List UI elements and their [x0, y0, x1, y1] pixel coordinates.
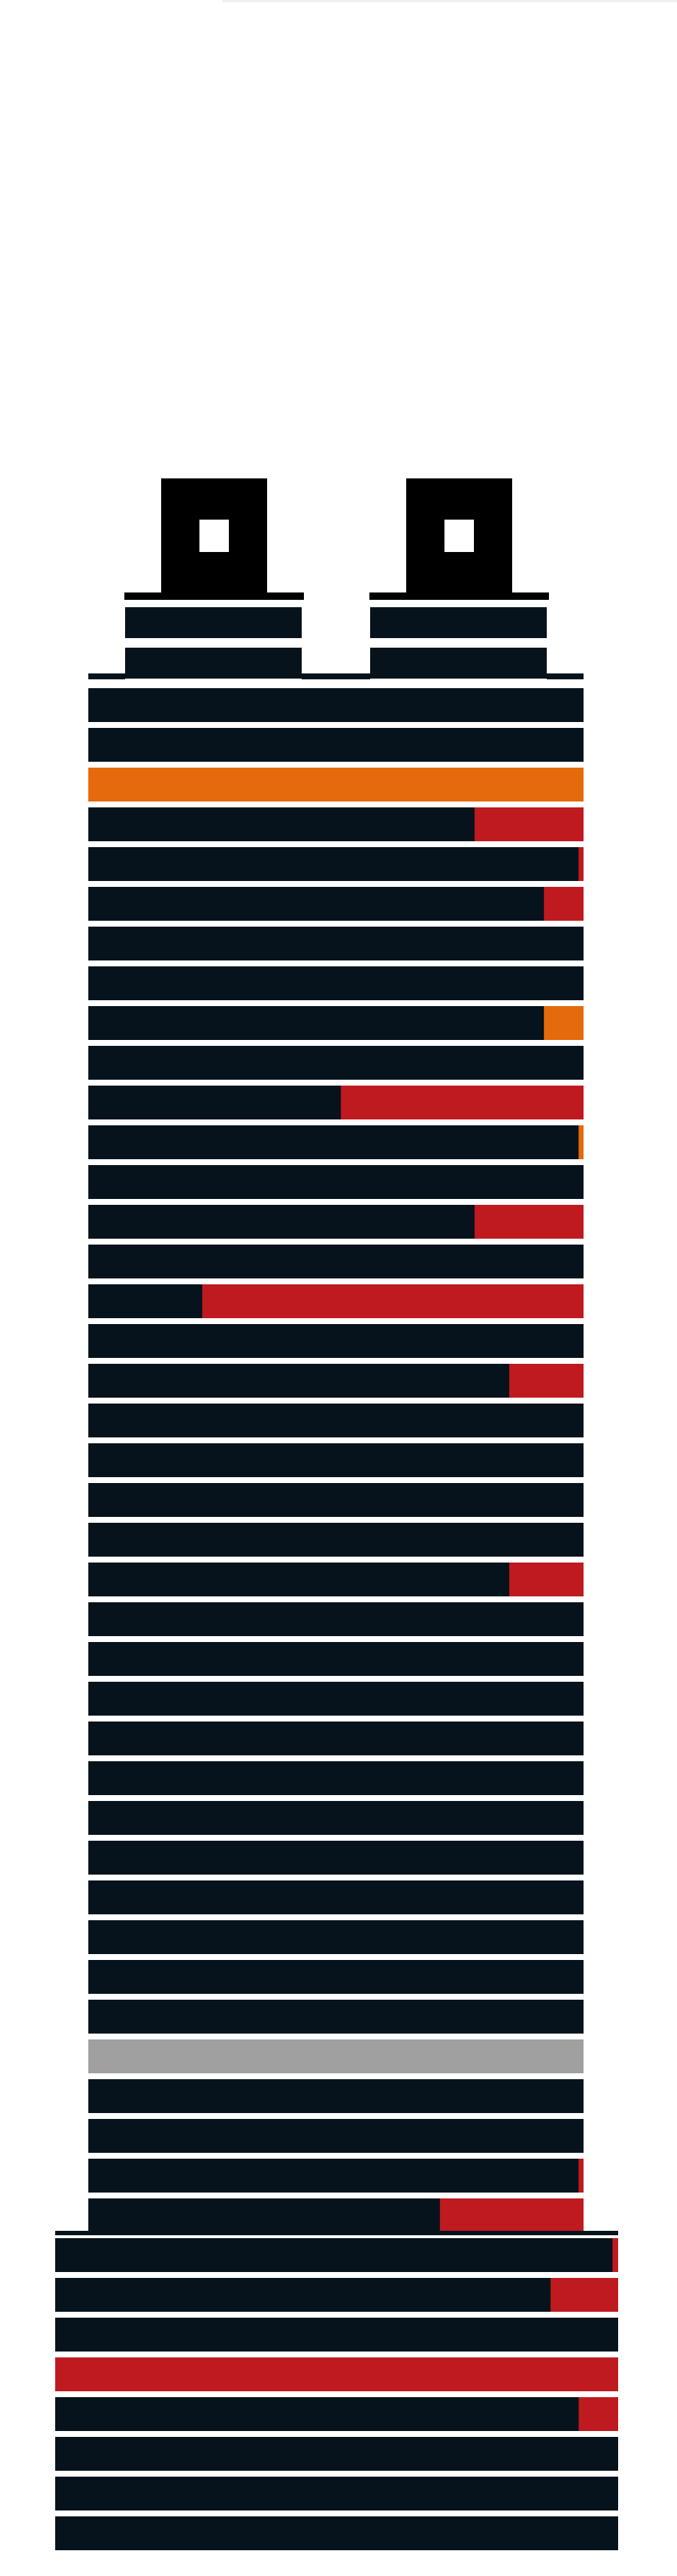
floor-band: [88, 1125, 584, 1159]
floor-damage-segment: [550, 2278, 618, 2312]
square-window-spire-icon: [124, 478, 304, 600]
floor-damage-segment: [578, 2397, 618, 2431]
floor-damage-segment: [341, 1086, 584, 1119]
floor-band: [88, 847, 584, 881]
floor-band: [55, 2357, 618, 2391]
spires-group: [124, 478, 549, 600]
floor-band: [55, 2278, 618, 2312]
floor-band: [88, 1523, 584, 1557]
floor-band: [55, 2516, 618, 2550]
spire-ledge: [369, 592, 549, 600]
floor-band: [88, 1602, 584, 1636]
floor-band: [88, 1880, 584, 1914]
floor-band: [88, 966, 584, 1000]
floor-damage-segment: [578, 847, 584, 881]
roof-tier-block: [370, 648, 547, 679]
floor-band: [88, 2119, 584, 2153]
floor-band: [88, 728, 584, 762]
roof-group: [88, 607, 584, 679]
floor-band: [88, 1483, 584, 1517]
floor-damage-segment: [509, 1364, 584, 1398]
spire-window: [199, 520, 229, 552]
floor-band: [88, 1364, 584, 1398]
roof-tier-block: [125, 607, 302, 638]
floor-band: [55, 2477, 618, 2510]
floor-band: [88, 927, 584, 960]
floor-band: [55, 2437, 618, 2471]
floor-band: [88, 1324, 584, 1358]
roof-tier-block: [370, 607, 547, 638]
floor-band: [88, 768, 584, 802]
floor-damage-segment: [474, 807, 584, 841]
floor-band: [88, 1046, 584, 1080]
base-ledge: [55, 2231, 618, 2235]
floor-band: [55, 2318, 618, 2352]
floor-band: [88, 1165, 584, 1199]
floor-band: [88, 1642, 584, 1676]
floor-band: [88, 1920, 584, 1954]
floor-band: [88, 1682, 584, 1716]
floor-damage-segment: [612, 2238, 618, 2272]
floor-band: [88, 2079, 584, 2113]
floor-damage-segment: [544, 887, 584, 921]
floor-band: [88, 688, 584, 722]
floor-damage-segment: [544, 1006, 584, 1040]
square-window-spire-icon: [369, 478, 549, 600]
floor-band: [88, 1722, 584, 1755]
spire-window: [444, 520, 474, 552]
roof-ledge-left: [88, 673, 125, 679]
floor-damage-segment: [439, 2198, 584, 2232]
floor-band: [88, 2039, 584, 2073]
floor-band: [88, 1404, 584, 1437]
roof-ledge-center: [302, 673, 370, 679]
roof-ledge-right: [547, 673, 584, 679]
spire-ledge: [124, 592, 304, 600]
floor-band: [88, 1960, 584, 1994]
floor-damage-segment: [202, 1284, 584, 1318]
floor-band: [88, 1245, 584, 1278]
floor-band: [55, 2238, 618, 2272]
floor-band: [88, 1006, 584, 1040]
floor-damage-segment: [474, 1205, 584, 1239]
floor-band: [88, 887, 584, 921]
floor-band: [88, 1563, 584, 1596]
floor-damage-segment: [578, 1125, 584, 1159]
top-rule-line: [222, 0, 677, 2]
floors-group: [55, 688, 618, 2550]
floor-band: [88, 2159, 584, 2193]
floor-damage-segment: [578, 2159, 584, 2193]
floor-band: [55, 2397, 618, 2431]
floor-band: [88, 2000, 584, 2034]
floor-band: [88, 1801, 584, 1835]
floor-damage-segment: [509, 1563, 584, 1596]
roof-tier-block: [125, 648, 302, 679]
floor-band: [88, 1841, 584, 1875]
floor-band: [88, 1443, 584, 1477]
floor-band: [88, 1761, 584, 1795]
